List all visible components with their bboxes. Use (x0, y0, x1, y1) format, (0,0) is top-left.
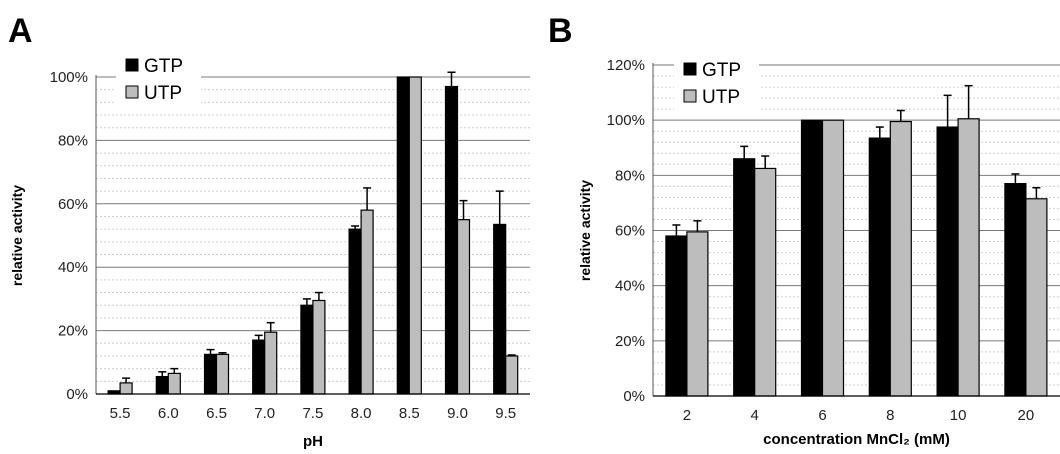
legend-swatch-utp (683, 89, 697, 103)
bar-gtp-20 (1004, 183, 1027, 397)
bar-gtp-7_0 (252, 339, 266, 395)
y-tick-label: 100% (50, 69, 88, 86)
panel-b-label: B (548, 12, 573, 50)
legend-swatch-gtp (125, 58, 139, 72)
bar-gtp-4 (733, 158, 756, 397)
y-axis-label: relative activity (577, 180, 593, 281)
y-tick-label: 0% (66, 386, 88, 403)
bar-utp-10 (957, 118, 980, 397)
y-tick-label: 20% (615, 333, 645, 350)
bar-utp-8_0 (360, 209, 374, 395)
x-tick-label: 2 (683, 407, 691, 424)
y-tick-label: 20% (58, 323, 88, 340)
x-tick-label: 5.5 (110, 405, 131, 422)
bar-utp-9_5 (505, 355, 519, 395)
bar-utp-5_5 (119, 382, 133, 395)
x-tick-label: 7.5 (302, 405, 323, 422)
y-tick-label: 40% (615, 278, 645, 295)
chart-panel-a: 0% 20% 40% 60% 80% 100% relative activity 5.5 6.… (9, 53, 530, 450)
y-tick-label: 100% (607, 112, 645, 129)
bar-gtp-6 (800, 119, 824, 397)
y-tick-label: 80% (58, 132, 88, 149)
x-tick-label: 4 (751, 407, 759, 424)
legend-label-gtp: GTP (702, 60, 741, 81)
bar-utp-6_0 (167, 372, 181, 395)
panel-a-label: A (8, 12, 33, 50)
y-axis-label: relative activity (9, 185, 25, 286)
bar-gtp-9_0 (444, 85, 459, 395)
y-tick-label: 0% (623, 388, 645, 405)
bar-gtp-8 (868, 137, 891, 397)
bar-utp-6 (821, 119, 845, 397)
x-tick-label: 6.0 (158, 405, 179, 422)
y-tick-label: 60% (615, 223, 645, 240)
bar-utp-7_5 (312, 299, 326, 395)
bar-gtp-8_5 (396, 76, 410, 395)
y-tick-label: 80% (615, 167, 645, 184)
x-tick-label: 8.5 (399, 405, 420, 422)
bar-utp-20 (1025, 198, 1048, 397)
x-axis-label: pH (303, 433, 323, 450)
bar-gtp-10 (936, 126, 959, 397)
x-tick-label: 6 (818, 407, 826, 424)
x-tick-label: 9.5 (495, 405, 516, 422)
bar-gtp-6_0 (155, 375, 169, 395)
x-tick-label: 6.5 (206, 405, 227, 422)
x-tick-label: 8.0 (351, 405, 372, 422)
legend-label-gtp: GTP (144, 56, 183, 77)
bar-gtp-7_5 (300, 304, 314, 395)
x-axis-label: concentration MnCl₂ (mM) (763, 431, 950, 448)
x-tick-label: 9.0 (447, 405, 468, 422)
bar-gtp-8_0 (348, 228, 362, 395)
bar-utp-6_5 (215, 353, 230, 395)
bar-utp-7_0 (264, 331, 278, 395)
bar-gtp-2 (665, 235, 688, 397)
bar-utp-4 (754, 167, 777, 397)
chart-panel-b: 0% 20% 40% 60% 80% 100% 120% relative activity 2… (577, 57, 1060, 448)
bar-utp-9_0 (456, 219, 471, 395)
x-tick-label: 7.0 (254, 405, 275, 422)
bar-gtp-6_5 (203, 353, 218, 395)
y-tick-label: 40% (58, 259, 88, 276)
legend-label-utp: UTP (702, 87, 740, 108)
y-tick-label: 60% (58, 196, 88, 213)
legend-label-utp: UTP (144, 83, 182, 104)
x-tick-label: 20 (1018, 407, 1035, 424)
y-tick-label: 120% (607, 57, 645, 74)
x-tick-label: 10 (950, 407, 967, 424)
bar-gtp-9_5 (493, 223, 507, 395)
bar-utp-2 (686, 231, 709, 397)
bar-utp-8_5 (408, 76, 422, 395)
legend-swatch-utp (125, 85, 139, 99)
x-tick-label: 8 (886, 407, 894, 424)
bar-utp-8 (889, 120, 912, 397)
legend-swatch-gtp (683, 62, 697, 76)
